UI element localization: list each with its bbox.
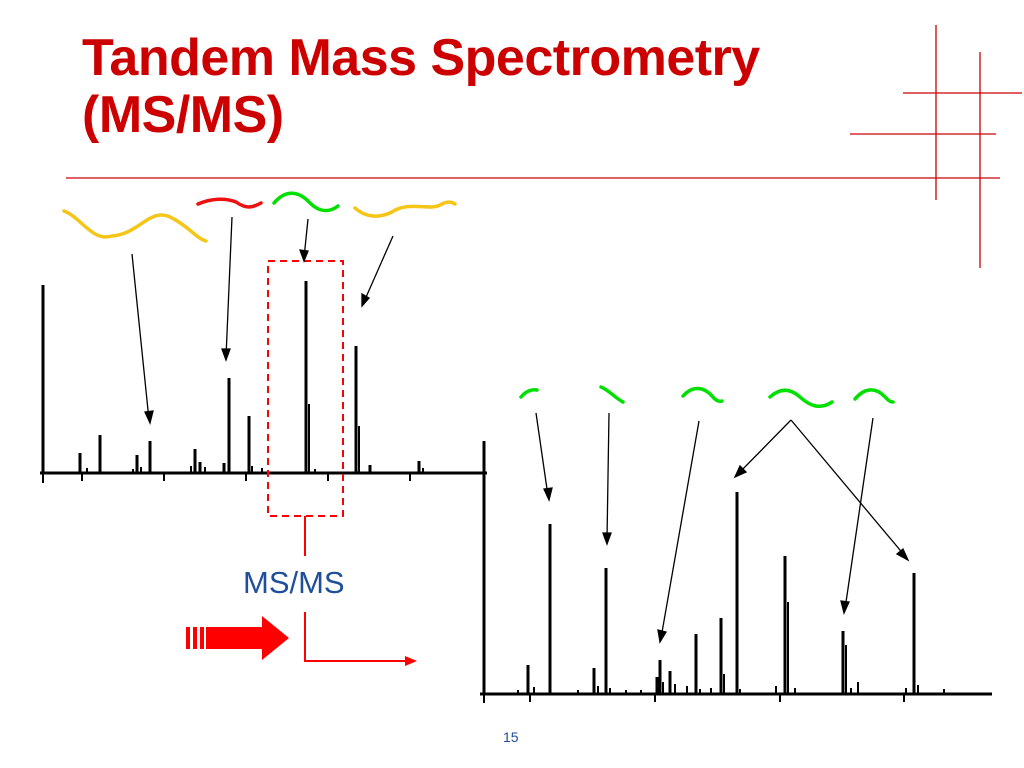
fragment-wave-icon [519, 388, 539, 399]
peptide-wave-icon [272, 191, 340, 213]
title-line-1: Tandem Mass Spectrometry [82, 29, 760, 87]
ms2-callout-arrows [535, 412, 910, 644]
precursor-selection-box [267, 260, 344, 517]
ms1-minor-peaks [86, 404, 424, 473]
ms2-spectrum [480, 441, 992, 703]
page-number: 15 [503, 729, 519, 745]
block-arrow-icon [186, 616, 289, 660]
peptide-wave-icon [62, 209, 208, 243]
ms2-connector-arrow [304, 516, 405, 662]
slide-title: Tandem Mass Spectrometry (MS/MS) [82, 30, 760, 144]
fragment-wave-icon [853, 388, 895, 404]
ms1-callout-arrows [131, 216, 394, 425]
ms1-spectrum [40, 281, 487, 483]
ms1-peaks [78, 281, 421, 473]
ms2-fragment-icons [519, 385, 895, 409]
ms1-axis-ticks [42, 473, 411, 483]
ms-ms-process-label: MS/MS [243, 565, 345, 600]
peptide-wave-icon [196, 197, 263, 209]
peptide-wave-icon [353, 200, 457, 218]
ms1-peptide-icons [62, 191, 457, 243]
ms2-peaks [526, 492, 916, 694]
title-line-2: (MS/MS) [82, 86, 284, 144]
decorative-grid-lines [66, 25, 1022, 268]
ms2-axis-ticks [483, 694, 905, 703]
connector-arrowhead-icon [405, 656, 417, 666]
ms2-minor-peaks [517, 602, 945, 694]
fragment-wave-icon [681, 386, 724, 404]
fragment-wave-icon [599, 385, 625, 404]
fragment-wave-icon [768, 388, 834, 409]
